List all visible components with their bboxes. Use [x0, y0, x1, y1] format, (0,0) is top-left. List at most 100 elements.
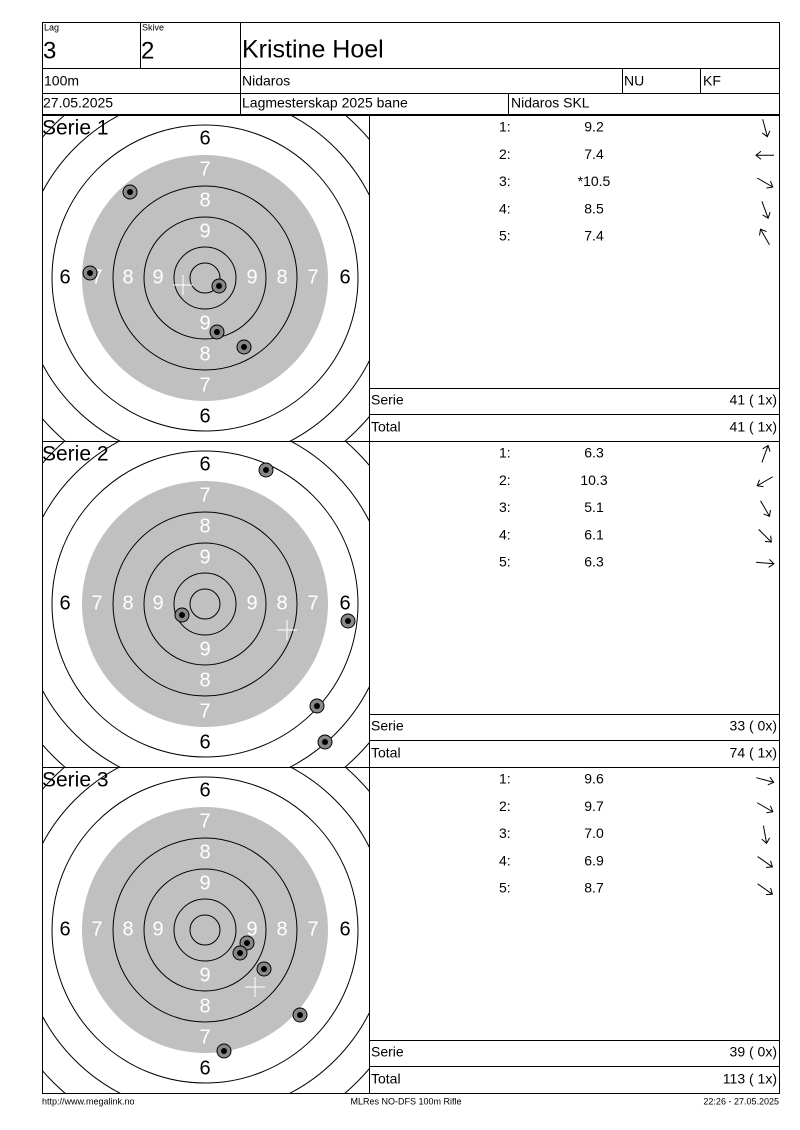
label: 6.1: [584, 526, 604, 542]
ring-number: 9: [199, 312, 210, 334]
direction-arrow: [761, 825, 771, 845]
ring-number: 9: [246, 918, 257, 940]
label: 1:: [499, 445, 511, 461]
ring-number: 7: [91, 266, 102, 288]
ring-number: 6: [199, 779, 210, 801]
ring: [173, 898, 237, 962]
shot-center: [237, 950, 243, 956]
ring-number: 9: [246, 592, 257, 614]
ring-number: 8: [199, 343, 210, 365]
ring-number: 8: [276, 266, 287, 288]
ring-number: 9: [152, 266, 163, 288]
label: 9.6: [584, 771, 604, 787]
ring-number: 9: [199, 220, 210, 242]
arrow-shape: [761, 201, 771, 219]
arrow-shape: [756, 776, 775, 786]
direction-arrow: [761, 201, 771, 219]
shot-center: [322, 739, 328, 745]
label: Nidaros SKL: [511, 95, 590, 111]
ring-number: 7: [199, 158, 210, 180]
ring-number: 8: [199, 995, 210, 1017]
ring-number: 8: [276, 592, 287, 614]
label: Serie 1: [42, 117, 109, 140]
label: Serie: [371, 392, 404, 408]
black-disc: [82, 807, 328, 1053]
label: 5.1: [584, 499, 604, 515]
direction-arrow: [756, 776, 775, 786]
ring-number: 9: [199, 872, 210, 894]
ring-number: 9: [199, 638, 210, 660]
shot-center: [179, 612, 185, 618]
ring-number: 7: [307, 266, 318, 288]
ring: [143, 868, 267, 992]
label: 8.7: [584, 880, 604, 896]
arrow-shape: [760, 500, 771, 517]
label: Skive: [142, 22, 164, 32]
label: 8.5: [584, 200, 604, 216]
ring-number: 7: [199, 810, 210, 832]
center-cross: [277, 620, 297, 640]
ring-number: 8: [199, 669, 210, 691]
label: 39 ( 0x): [730, 1044, 777, 1060]
shot-center: [214, 329, 220, 335]
ring-number: 6: [59, 266, 70, 288]
label: Total: [371, 745, 401, 761]
ring-number: 6: [199, 731, 210, 753]
center-cross: [245, 977, 265, 997]
label: KF: [703, 73, 721, 89]
direction-arrow: [758, 529, 772, 543]
arrow-shape: [761, 825, 771, 845]
shot-center: [345, 618, 351, 624]
direction-arrow: [756, 177, 774, 189]
arrow-shape: [761, 444, 771, 463]
ring-number: 8: [199, 189, 210, 211]
label: http://www.megalink.no: [42, 1096, 135, 1106]
shot-center: [244, 940, 250, 946]
label: NU: [624, 73, 644, 89]
direction-arrow: [755, 559, 775, 568]
shot-center: [216, 283, 222, 289]
ring: [112, 185, 298, 371]
ring: [189, 588, 221, 620]
direction-arrow: [756, 802, 774, 814]
direction-arrow: [760, 500, 771, 517]
shot-center: [127, 189, 133, 195]
shot-center: [221, 1048, 227, 1054]
label: 5:: [499, 554, 511, 570]
label: 1:: [499, 771, 511, 787]
ring-number: 7: [199, 374, 210, 396]
label: 9.2: [584, 119, 604, 135]
arrow-shape: [757, 883, 774, 896]
ring-number: 6: [199, 453, 210, 475]
ring-number: 7: [91, 918, 102, 940]
ring-number: 6: [199, 405, 210, 427]
ring-number: 6: [59, 918, 70, 940]
label: 2: [141, 37, 154, 64]
label: 74 ( 1x): [730, 745, 777, 761]
label: 3:: [499, 173, 511, 189]
ring-number: 6: [199, 127, 210, 149]
direction-arrow: [757, 856, 774, 868]
shot-center: [87, 270, 93, 276]
shot-center: [314, 703, 320, 709]
ring: [143, 542, 267, 666]
label: 5:: [499, 228, 511, 244]
arrow-shape: [756, 476, 774, 488]
label: Lagmesterskap 2025 bane: [242, 95, 408, 111]
label: 2:: [499, 472, 511, 488]
direction-arrow: [761, 444, 771, 463]
label: 41 ( 1x): [730, 392, 777, 408]
label: MLRes NO-DFS 100m Rifle: [350, 1096, 461, 1106]
label: 6.3: [584, 445, 604, 461]
label: 6.9: [584, 852, 604, 868]
ring-number: 6: [339, 918, 350, 940]
direction-arrow: [757, 883, 774, 896]
ring-number: 7: [199, 484, 210, 506]
ring: [112, 837, 298, 1023]
ring: [189, 262, 221, 294]
label: 1:: [499, 119, 511, 135]
label: Serie: [371, 1044, 404, 1060]
direction-arrow: [756, 476, 774, 488]
ring: [112, 511, 298, 697]
